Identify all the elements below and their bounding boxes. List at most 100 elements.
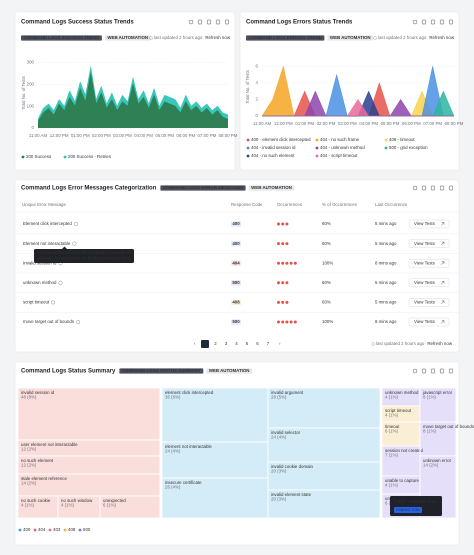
button-frame[interactable]: [408, 219, 450, 229]
button-label[interactable]: View Tests: [414, 319, 436, 324]
toolbar-icon[interactable]: [215, 19, 221, 25]
refresh-link[interactable]: Refresh now: [429, 35, 454, 40]
treemap-tile[interactable]: [267, 387, 381, 429]
icon-shape[interactable]: [430, 185, 436, 191]
percent: 60%: [322, 221, 331, 226]
button-label[interactable]: View Tests: [414, 260, 436, 265]
toolbar-icon[interactable]: [430, 185, 436, 191]
toolbar-icon[interactable]: [430, 368, 436, 374]
icon-shape[interactable]: [412, 185, 418, 191]
treemap-tile[interactable]: [17, 387, 161, 441]
icon-shape[interactable]: [421, 368, 427, 374]
view-tests-button[interactable]: View Tests: [408, 219, 450, 229]
icon-shape[interactable]: [448, 19, 454, 25]
column-header: Last Occurrence: [375, 202, 408, 207]
toolbar-icon[interactable]: [439, 368, 445, 374]
treemap-tile[interactable]: [161, 387, 269, 443]
page-number[interactable]: 7: [267, 341, 270, 346]
button-arrow[interactable]: [440, 300, 445, 305]
button-label[interactable]: View Tests: [414, 280, 436, 285]
button-frame[interactable]: [408, 298, 450, 307]
icon-shape[interactable]: [215, 19, 221, 25]
toolbar-icon[interactable]: [448, 19, 454, 25]
toolbar-icon[interactable]: [448, 368, 454, 374]
percent: 100%: [322, 260, 333, 265]
toolbar-icon[interactable]: [421, 19, 427, 25]
button-frame[interactable]: [408, 239, 450, 248]
refresh-link[interactable]: Refresh now: [205, 35, 230, 40]
toolbar-icon[interactable]: [206, 19, 212, 25]
view-tests-button[interactable]: View Tests: [408, 239, 450, 248]
view-tests-button[interactable]: View Tests: [408, 298, 450, 307]
button-arrow[interactable]: [440, 281, 445, 285]
button-label[interactable]: View Tests: [414, 221, 436, 226]
toolbar-icon[interactable]: [188, 19, 194, 25]
treemap-tile[interactable]: [267, 427, 381, 463]
toolbar-icon[interactable]: [412, 19, 418, 25]
icon-shape[interactable]: [421, 185, 427, 191]
toolbar-icon[interactable]: [439, 185, 445, 191]
page-number[interactable]: 2: [214, 341, 217, 346]
icon-shape[interactable]: [421, 19, 427, 25]
icon-shape[interactable]: [412, 19, 418, 25]
treemap-tile[interactable]: [161, 441, 269, 479]
info-icon[interactable]: [73, 221, 78, 226]
info-icon[interactable]: [72, 241, 77, 246]
page-prev[interactable]: ‹: [194, 341, 196, 346]
button-frame[interactable]: [408, 258, 450, 268]
icon-shape[interactable]: [439, 19, 445, 25]
treemap-tile[interactable]: [161, 477, 269, 519]
toolbar-icon[interactable]: [412, 185, 418, 191]
icon-shape[interactable]: [206, 19, 212, 25]
page-number[interactable]: 6: [256, 341, 259, 346]
button-frame[interactable]: [408, 317, 450, 327]
page-next[interactable]: ›: [279, 341, 281, 346]
toolbar-icon[interactable]: [430, 19, 436, 25]
icon-shape[interactable]: [439, 185, 445, 191]
view-tests-button[interactable]: View Tests: [408, 317, 450, 327]
treemap-tile[interactable]: [419, 421, 457, 457]
icon-shape[interactable]: [439, 368, 445, 374]
page-number[interactable]: 3: [225, 341, 228, 346]
treemap-tile[interactable]: [267, 489, 381, 519]
icon-shape[interactable]: [430, 368, 436, 374]
button-frame[interactable]: [408, 278, 450, 288]
legend-swatch: [315, 146, 319, 150]
refresh-link[interactable]: Refresh now: [427, 341, 452, 346]
toolbar-icon[interactable]: [421, 368, 427, 374]
icon-shape[interactable]: [412, 368, 418, 374]
toolbar-icon[interactable]: [421, 185, 427, 191]
x-tick-label: 07:00 PM: [423, 121, 442, 126]
treemap-tile[interactable]: [381, 445, 421, 477]
button-label[interactable]: View Tests: [414, 300, 436, 305]
page-number[interactable]: 4: [235, 341, 238, 346]
page-current[interactable]: [201, 340, 209, 348]
view-tests-button[interactable]: View Tests: [408, 278, 450, 288]
icon-shape[interactable]: [448, 185, 454, 191]
view-tests-button[interactable]: View Tests: [408, 258, 450, 268]
button-arrow[interactable]: [440, 320, 445, 324]
toolbar-icon[interactable]: [224, 19, 230, 25]
toolbar-icon[interactable]: [439, 19, 445, 25]
icon-shape[interactable]: [448, 368, 454, 374]
info-icon[interactable]: [58, 280, 63, 285]
page-number[interactable]: 1: [204, 341, 207, 346]
info-icon[interactable]: [76, 320, 81, 325]
info-icon[interactable]: [51, 300, 56, 305]
toolbar-icon[interactable]: [197, 19, 203, 25]
icon-shape[interactable]: [188, 19, 194, 25]
button-arrow[interactable]: [440, 261, 445, 265]
icon-shape[interactable]: [224, 19, 230, 25]
icon-shape[interactable]: [430, 19, 436, 25]
inspect-button[interactable]: [394, 507, 422, 513]
occurrence-dot: [293, 261, 297, 265]
treemap-tile[interactable]: [99, 495, 161, 519]
button-label[interactable]: View Tests: [414, 241, 436, 246]
toolbar-icon[interactable]: [412, 368, 418, 374]
button-arrow[interactable]: [440, 241, 445, 246]
icon-shape[interactable]: [197, 19, 203, 25]
inspect-label[interactable]: Inspect now: [396, 507, 420, 512]
button-arrow[interactable]: [440, 222, 445, 226]
page-number[interactable]: 5: [246, 341, 249, 346]
toolbar-icon[interactable]: [448, 185, 454, 191]
